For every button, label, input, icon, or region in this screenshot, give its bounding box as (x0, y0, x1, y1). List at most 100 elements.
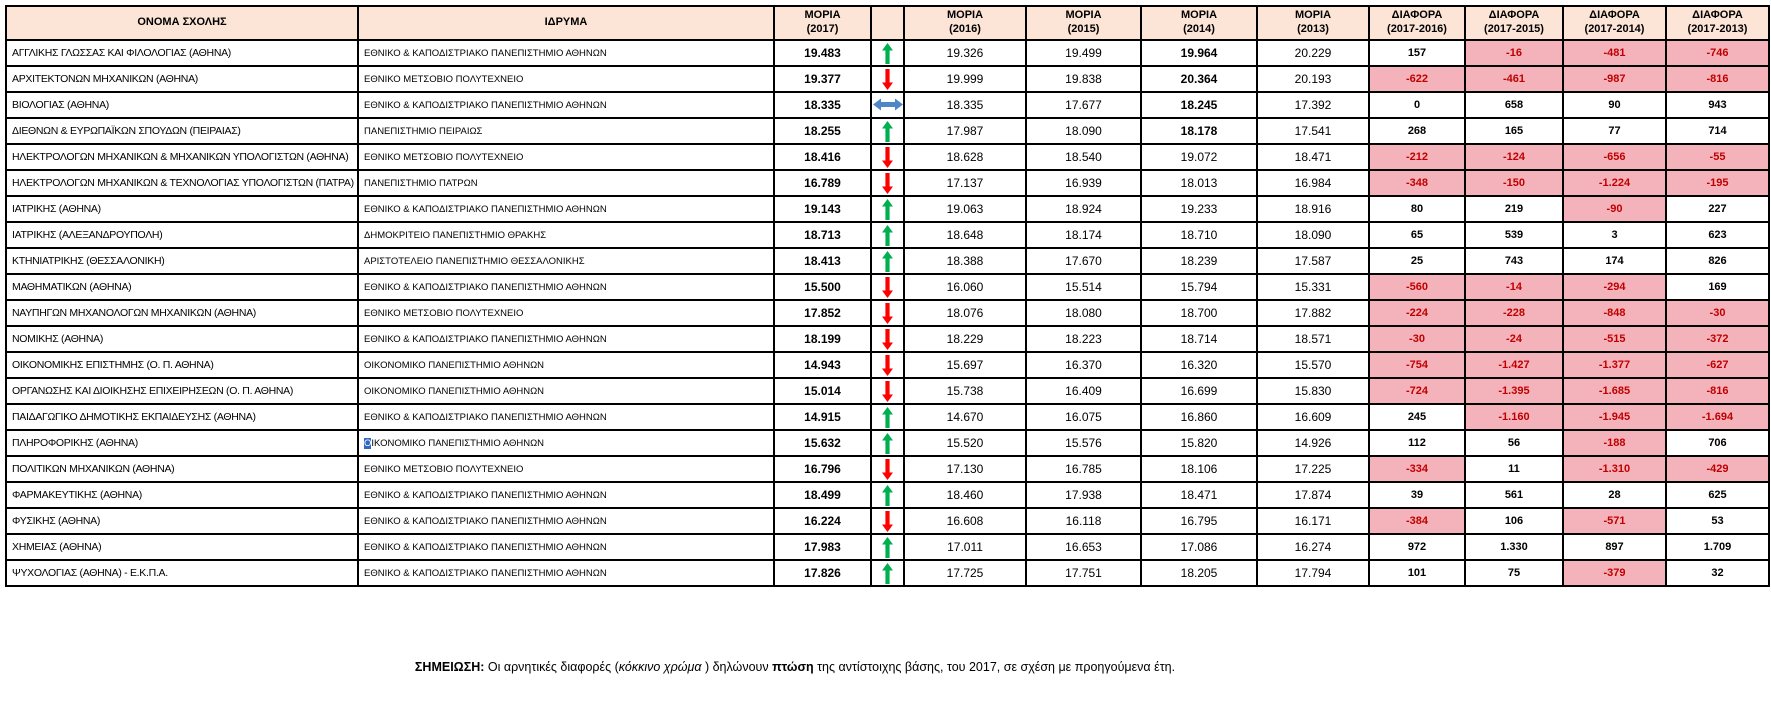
moria-2017-cell[interactable]: 17.826 (773, 559, 872, 587)
moria-2016-cell[interactable]: 17.130 (903, 455, 1027, 483)
moria-2017-cell[interactable]: 18.335 (773, 91, 872, 119)
diff-2017-2014-cell[interactable]: -571 (1562, 507, 1667, 535)
school-name-cell[interactable]: ΙΑΤΡΙΚΗΣ (ΑΘΗΝΑ) (5, 195, 359, 223)
diff-2017-2016-cell[interactable]: 25 (1368, 247, 1466, 275)
diff-2017-2013-cell[interactable]: -746 (1665, 39, 1770, 67)
moria-2013-cell[interactable]: 17.541 (1256, 117, 1370, 145)
moria-2015-cell[interactable]: 18.924 (1025, 195, 1142, 223)
moria-2014-cell[interactable]: 18.245 (1140, 91, 1258, 119)
moria-2014-cell[interactable]: 19.072 (1140, 143, 1258, 171)
school-name-cell[interactable]: ΚΤΗΝΙΑΤΡΙΚΗΣ (ΘΕΣΣΑΛΟΝΙΚΗ) (5, 247, 359, 275)
diff-2017-2014-cell[interactable]: -90 (1562, 195, 1667, 223)
trend-cell[interactable] (870, 65, 905, 93)
trend-cell[interactable] (870, 455, 905, 483)
trend-cell[interactable] (870, 507, 905, 535)
diff-2017-2013-cell[interactable]: -429 (1665, 455, 1770, 483)
moria-2016-cell[interactable]: 15.738 (903, 377, 1027, 405)
moria-2013-cell[interactable]: 18.471 (1256, 143, 1370, 171)
diff-2017-2013-cell[interactable]: -1.694 (1665, 403, 1770, 431)
school-name-cell[interactable]: ΝΟΜΙΚΗΣ (ΑΘΗΝΑ) (5, 325, 359, 353)
moria-2013-cell[interactable]: 17.874 (1256, 481, 1370, 509)
trend-cell[interactable] (870, 273, 905, 301)
diff-2017-2014-cell[interactable]: -987 (1562, 65, 1667, 93)
diff-2017-2016-cell[interactable]: -724 (1368, 377, 1466, 405)
moria-2016-cell[interactable]: 15.520 (903, 429, 1027, 457)
diff-2017-2013-cell[interactable]: 227 (1665, 195, 1770, 223)
moria-2014-cell[interactable]: 18.714 (1140, 325, 1258, 353)
trend-cell[interactable] (870, 559, 905, 587)
diff-2017-2015-cell[interactable]: -14 (1464, 273, 1564, 301)
school-name-cell[interactable]: ΦΥΣΙΚΗΣ (ΑΘΗΝΑ) (5, 507, 359, 535)
moria-2014-cell[interactable]: 16.699 (1140, 377, 1258, 405)
moria-2014-cell[interactable]: 17.086 (1140, 533, 1258, 561)
moria-2013-cell[interactable]: 18.571 (1256, 325, 1370, 353)
diff-2017-2013-cell[interactable]: -627 (1665, 351, 1770, 379)
school-name-cell[interactable]: ΠΑΙΔΑΓΩΓΙΚΟ ΔΗΜΟΤΙΚΗΣ ΕΚΠΑΙΔΕΥΣΗΣ (ΑΘΗΝΑ… (5, 403, 359, 431)
diff-2017-2014-cell[interactable]: -188 (1562, 429, 1667, 457)
moria-2015-cell[interactable]: 17.677 (1025, 91, 1142, 119)
moria-2014-cell[interactable]: 15.794 (1140, 273, 1258, 301)
diff-2017-2014-cell[interactable]: -848 (1562, 299, 1667, 327)
moria-2015-cell[interactable]: 15.576 (1025, 429, 1142, 457)
diff-2017-2015-cell[interactable]: -228 (1464, 299, 1564, 327)
moria-2014-cell[interactable]: 18.700 (1140, 299, 1258, 327)
moria-2016-cell[interactable]: 15.697 (903, 351, 1027, 379)
moria-2017-cell[interactable]: 18.413 (773, 247, 872, 275)
school-name-cell[interactable]: ΑΡΧΙΤΕΚΤΟΝΩΝ ΜΗΧΑΝΙΚΩΝ (ΑΘΗΝΑ) (5, 65, 359, 93)
school-name-cell[interactable]: ΟΙΚΟΝΟΜΙΚΗΣ ΕΠΙΣΤΗΜΗΣ (Ο. Π. ΑΘΗΝΑ) (5, 351, 359, 379)
institution-cell[interactable]: ΔΗΜΟΚΡΙΤΕΙΟ ΠΑΝΕΠΙΣΤΗΜΙΟ ΘΡΑΚΗΣ (357, 221, 775, 249)
diff-2017-2015-cell[interactable]: -150 (1464, 169, 1564, 197)
diff-2017-2013-cell[interactable]: 1.709 (1665, 533, 1770, 561)
diff-2017-2016-cell[interactable]: -212 (1368, 143, 1466, 171)
moria-2013-cell[interactable]: 17.587 (1256, 247, 1370, 275)
diff-2017-2013-cell[interactable]: -816 (1665, 65, 1770, 93)
moria-2013-cell[interactable]: 20.229 (1256, 39, 1370, 67)
moria-2014-cell[interactable]: 18.239 (1140, 247, 1258, 275)
moria-2017-cell[interactable]: 14.915 (773, 403, 872, 431)
trend-cell[interactable] (870, 533, 905, 561)
school-name-cell[interactable]: ΑΓΓΛΙΚΗΣ ΓΛΩΣΣΑΣ ΚΑΙ ΦΙΛΟΛΟΓΙΑΣ (ΑΘΗΝΑ) (5, 39, 359, 67)
diff-2017-2014-cell[interactable]: -1.685 (1562, 377, 1667, 405)
moria-2014-cell[interactable]: 18.013 (1140, 169, 1258, 197)
diff-2017-2016-cell[interactable]: 245 (1368, 403, 1466, 431)
institution-cell[interactable]: ΟΙΚΟΝΟΜΙΚΟ ΠΑΝΕΠΙΣΤΗΜΙΟ ΑΘΗΝΩΝ (357, 377, 775, 405)
moria-2014-cell[interactable]: 18.205 (1140, 559, 1258, 587)
moria-2016-cell[interactable]: 18.460 (903, 481, 1027, 509)
diff-2017-2015-cell[interactable]: 165 (1464, 117, 1564, 145)
moria-2015-cell[interactable]: 16.370 (1025, 351, 1142, 379)
school-name-cell[interactable]: ΨΥΧΟΛΟΓΙΑΣ (ΑΘΗΝΑ) - Ε.Κ.Π.Α. (5, 559, 359, 587)
moria-2017-cell[interactable]: 19.483 (773, 39, 872, 67)
diff-2017-2015-cell[interactable]: 1.330 (1464, 533, 1564, 561)
moria-2013-cell[interactable]: 18.916 (1256, 195, 1370, 223)
moria-2015-cell[interactable]: 16.409 (1025, 377, 1142, 405)
diff-2017-2015-cell[interactable]: -461 (1464, 65, 1564, 93)
trend-cell[interactable] (870, 481, 905, 509)
institution-cell[interactable]: ΕΘΝΙΚΟ & ΚΑΠΟΔΙΣΤΡΙΑΚΟ ΠΑΝΕΠΙΣΤΗΜΙΟ ΑΘΗΝ… (357, 559, 775, 587)
trend-cell[interactable] (870, 403, 905, 431)
trend-cell[interactable] (870, 351, 905, 379)
school-name-cell[interactable]: ΒΙΟΛΟΓΙΑΣ (ΑΘΗΝΑ) (5, 91, 359, 119)
institution-cell[interactable]: ΕΘΝΙΚΟ & ΚΑΠΟΔΙΣΤΡΙΑΚΟ ΠΑΝΕΠΙΣΤΗΜΙΟ ΑΘΗΝ… (357, 273, 775, 301)
moria-2013-cell[interactable]: 17.794 (1256, 559, 1370, 587)
school-name-cell[interactable]: ΗΛΕΚΤΡΟΛΟΓΩΝ ΜΗΧΑΝΙΚΩΝ & ΤΕΧΝΟΛΟΓΙΑΣ ΥΠΟ… (5, 169, 359, 197)
moria-2016-cell[interactable]: 19.063 (903, 195, 1027, 223)
moria-2013-cell[interactable]: 16.274 (1256, 533, 1370, 561)
trend-cell[interactable] (870, 195, 905, 223)
moria-2013-cell[interactable]: 17.225 (1256, 455, 1370, 483)
diff-2017-2015-cell[interactable]: 56 (1464, 429, 1564, 457)
moria-2014-cell[interactable]: 19.233 (1140, 195, 1258, 223)
moria-2015-cell[interactable]: 16.785 (1025, 455, 1142, 483)
diff-2017-2014-cell[interactable]: 90 (1562, 91, 1667, 119)
moria-2015-cell[interactable]: 19.499 (1025, 39, 1142, 67)
diff-2017-2014-cell[interactable]: -379 (1562, 559, 1667, 587)
diff-2017-2014-cell[interactable]: -1.945 (1562, 403, 1667, 431)
diff-2017-2016-cell[interactable]: -560 (1368, 273, 1466, 301)
school-name-cell[interactable]: ΔΙΕΘΝΩΝ & ΕΥΡΩΠΑΪΚΩΝ ΣΠΟΥΔΩΝ (ΠΕΙΡΑΙΑΣ) (5, 117, 359, 145)
moria-2015-cell[interactable]: 17.938 (1025, 481, 1142, 509)
moria-2015-cell[interactable]: 19.838 (1025, 65, 1142, 93)
diff-2017-2014-cell[interactable]: 897 (1562, 533, 1667, 561)
moria-2017-cell[interactable]: 16.224 (773, 507, 872, 535)
trend-cell[interactable] (870, 117, 905, 145)
trend-cell[interactable] (870, 299, 905, 327)
institution-cell[interactable]: ΟΙΚΟΝΟΜΙΚΟ ΠΑΝΕΠΙΣΤΗΜΙΟ ΑΘΗΝΩΝ (357, 429, 775, 457)
